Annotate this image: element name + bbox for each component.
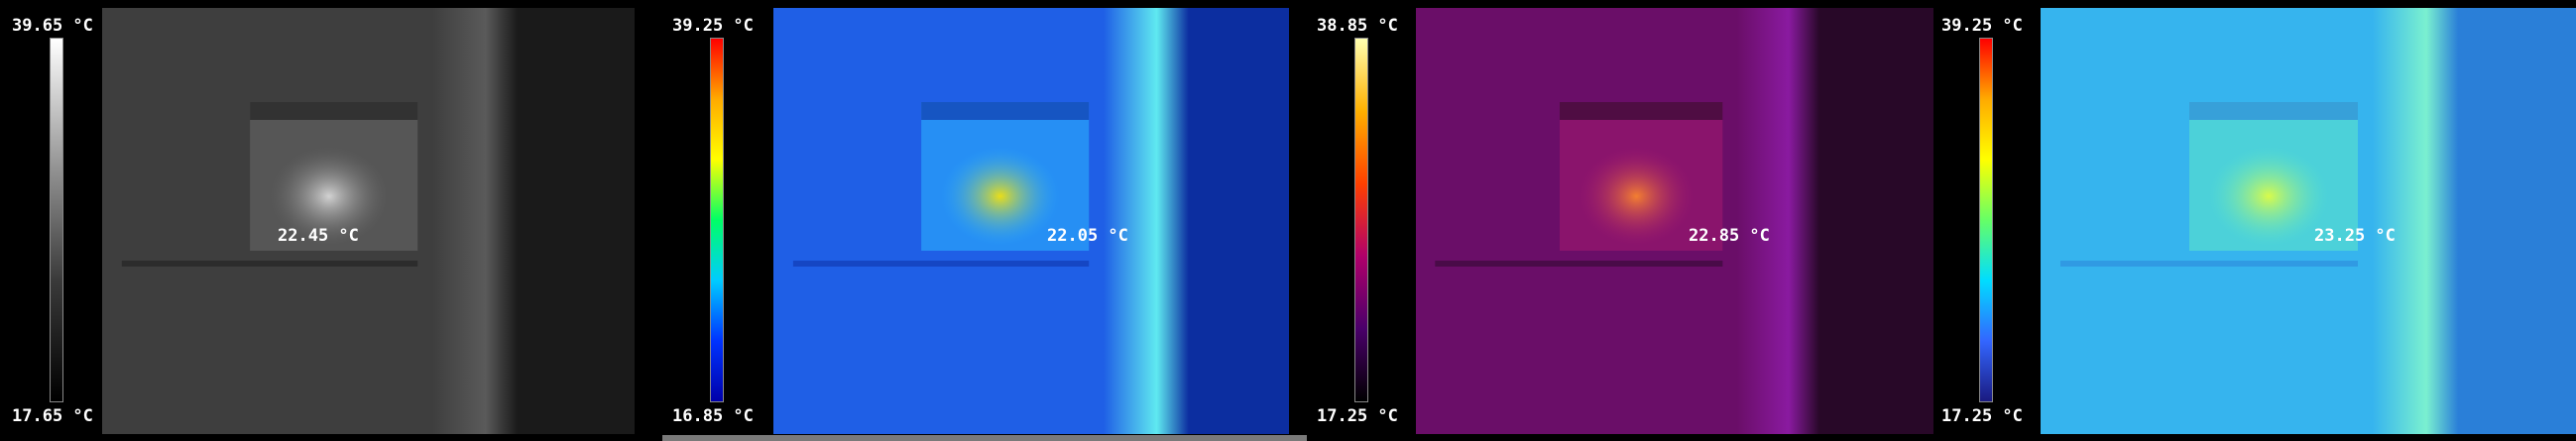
center-temperature-readout: 22.85 °C — [1689, 226, 1770, 246]
thermal-scene — [2041, 8, 2576, 434]
thermal-panel-rainbow: 39.25 °C 16.85 °C 22.05 °C — [644, 0, 1289, 441]
color-scale-bar — [710, 38, 724, 402]
roof-shape — [2189, 102, 2358, 120]
scale-max-label: 39.25 °C — [672, 16, 754, 36]
thermal-scene — [102, 8, 635, 434]
ground-line — [1435, 261, 1723, 267]
color-scale-bar — [1979, 38, 1993, 402]
scale-max-label: 39.65 °C — [12, 16, 93, 36]
thermal-panel-ironbow: 38.85 °C 17.25 °C 22.85 °C — [1289, 0, 1933, 441]
scale-min-label: 17.25 °C — [1317, 406, 1398, 426]
thermal-image — [773, 8, 1289, 434]
roof-shape — [1560, 102, 1723, 120]
scale-max-label: 38.85 °C — [1317, 16, 1398, 36]
center-temperature-readout: 22.05 °C — [1047, 226, 1128, 246]
window-glow — [941, 147, 1060, 246]
ground-line — [2060, 261, 2358, 267]
panel-divider — [662, 435, 1307, 441]
ground-line — [121, 261, 418, 267]
window-glow — [1579, 147, 1695, 246]
scale-min-label: 16.85 °C — [672, 406, 754, 426]
scale-min-label: 17.65 °C — [12, 406, 93, 426]
window-glow — [270, 147, 389, 246]
ground-line — [792, 261, 1090, 267]
thermal-image — [102, 8, 635, 434]
window-glow — [2209, 147, 2328, 246]
roof-shape — [921, 102, 1090, 120]
color-scale-bar — [1354, 38, 1368, 402]
thermal-scene — [1416, 8, 1933, 434]
thermal-image — [2041, 8, 2576, 434]
thermal-scene — [773, 8, 1289, 434]
thermal-panel-grayscale: 39.65 °C 17.65 °C 22.45 °C — [0, 0, 644, 441]
scale-min-label: 17.25 °C — [1941, 406, 2023, 426]
center-temperature-readout: 23.25 °C — [2314, 226, 2396, 246]
thermal-image — [1416, 8, 1933, 434]
scale-max-label: 39.25 °C — [1941, 16, 2023, 36]
color-scale-bar — [50, 38, 63, 402]
center-temperature-readout: 22.45 °C — [278, 226, 359, 246]
thermal-panel-rainbow-high: 39.25 °C 17.25 °C 23.25 °C — [1933, 0, 2576, 441]
roof-shape — [250, 102, 418, 120]
